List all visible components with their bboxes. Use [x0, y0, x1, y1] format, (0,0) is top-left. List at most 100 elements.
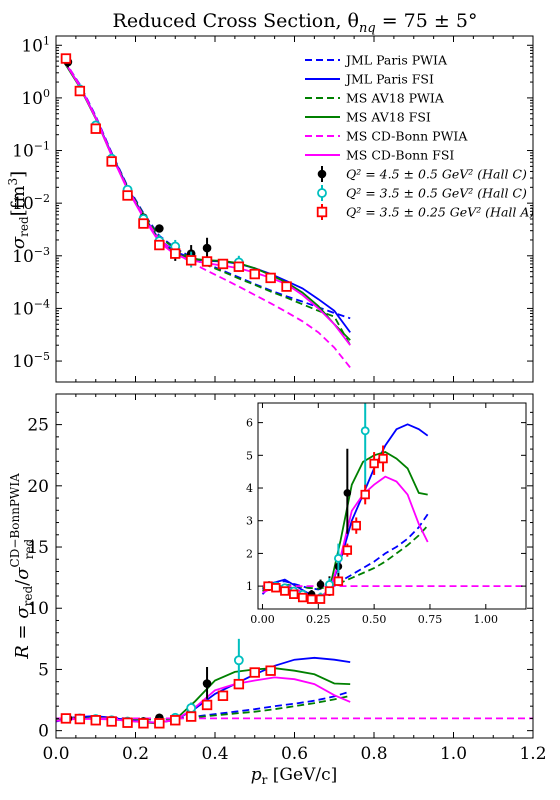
x-label-subscript: r [262, 773, 268, 787]
bottom-y-label-sub: red [21, 586, 35, 607]
inset-y-tick-label: 1 [246, 580, 253, 593]
top-y-label-subscript: red [17, 216, 31, 237]
bottom-y-label-sup: CD−BonnPWIA [8, 473, 22, 568]
data-point-marker [249, 268, 260, 280]
inset-series-line [261, 423, 429, 599]
x-tick-label: 0.6 [281, 744, 308, 764]
bottom-y-label-sigma: σ [12, 567, 33, 580]
y-tick-label: 10−2 [12, 192, 50, 214]
data-point-marker [106, 156, 117, 167]
data-point-marker [316, 206, 328, 218]
inset-x-tick-label: 0.75 [418, 613, 443, 626]
data-point-marker [217, 690, 229, 701]
legend-label: MS CD-Bonn FSI [346, 148, 454, 163]
inset-y-tick-label: 2 [246, 547, 253, 560]
y-tick-label: 10−1 [12, 140, 50, 162]
data-point-marker [154, 718, 165, 729]
x-axis-label: pr [GeV/c] [251, 765, 337, 787]
top-y-label-unit: [fm [8, 186, 29, 217]
data-point-marker [185, 255, 197, 266]
y-tick-label: 10−3 [12, 245, 50, 267]
data-point-marker [154, 239, 165, 251]
data-point-marker [155, 224, 164, 233]
bottom-y-axis-label: R = σred/σCD−BonnPWIAred [8, 473, 36, 660]
x-label-unit: [GeV/c] [267, 765, 337, 785]
inset-axes-frame [257, 402, 527, 610]
bottom-plot-area [56, 638, 533, 729]
legend-label: Q² = 4.5 ± 0.5 GeV² (Hall C) [346, 167, 527, 182]
data-point-marker [265, 665, 276, 676]
y-tick-label: 10 [27, 599, 49, 619]
x-tick-label: 0.0 [42, 744, 69, 764]
data-point-marker [217, 258, 229, 270]
data-point-marker [60, 53, 72, 64]
data-point-marker [201, 256, 213, 267]
top-series-line [63, 60, 351, 333]
data-point-marker [122, 190, 133, 201]
data-point-marker [317, 188, 327, 198]
data-point-marker [185, 711, 197, 722]
x-tick-label: 1.0 [440, 744, 467, 764]
y-tick-label-base: 10 [21, 36, 43, 56]
legend-label: JML Paris PWIA [344, 53, 448, 68]
top-y-label-unit-close: ] [8, 171, 29, 178]
y-tick-label-exponent: 0 [43, 87, 50, 100]
y-tick-label: 10−4 [12, 297, 50, 319]
inset-panel: 1 2 3 4 5 6 0.00 0.25 0.50 0.75 1.00 [246, 402, 527, 626]
data-point-marker [202, 243, 212, 253]
top-y-axis-label: σred[fm3] [6, 171, 31, 249]
data-point-marker [186, 703, 197, 713]
top-series-line [63, 59, 351, 369]
y-tick-label-exponent: −4 [34, 297, 50, 310]
inset-x-tick-label: 0.50 [362, 613, 387, 626]
bottom-series-line [56, 676, 351, 724]
data-point-marker [360, 426, 370, 436]
data-point-marker [233, 655, 244, 666]
data-point-marker [202, 679, 212, 688]
data-point-marker [249, 667, 260, 678]
data-point-marker [378, 453, 388, 464]
data-point-marker [333, 553, 343, 563]
bottom-y-label-slash: / [12, 579, 33, 586]
data-point-marker [316, 580, 325, 589]
data-point-marker [342, 545, 353, 555]
y-tick-label-base: 10 [12, 352, 34, 372]
data-point-marker [201, 699, 213, 711]
y-tick-label-base: 10 [12, 247, 34, 267]
data-point-marker [263, 581, 273, 591]
y-tick-label: 100 [21, 87, 50, 109]
data-point-marker [369, 458, 379, 469]
data-point-marker [74, 713, 86, 725]
legend-label: MS AV18 PWIA [346, 91, 445, 106]
data-point-marker [280, 586, 290, 596]
y-tick-label-exponent: −2 [34, 192, 50, 205]
data-point-marker [233, 261, 245, 272]
legend-label: MS CD-Bonn PWIA [346, 129, 468, 144]
data-point-marker [170, 248, 181, 259]
data-point-marker [351, 520, 361, 531]
inset-y-tick-label: 6 [246, 417, 253, 430]
data-point-marker [170, 715, 181, 726]
y-tick-label: 25 [27, 416, 49, 436]
legend-label: MS AV18 FSI [346, 110, 431, 125]
data-point-marker [74, 85, 86, 97]
inset-background [258, 403, 526, 609]
data-point-marker [233, 678, 245, 690]
chart-title-tail: = 75 ± 5° [376, 10, 478, 32]
y-tick-label-exponent: −3 [34, 245, 50, 258]
data-point-marker [271, 583, 281, 593]
x-tick-label: 1.2 [519, 744, 546, 764]
y-tick-label-exponent: −5 [34, 350, 50, 363]
legend-label: Q² = 3.5 ± 0.25 GeV² (Hall A) [346, 205, 534, 220]
top-plot-area [60, 53, 351, 369]
y-tick-label: 0 [38, 722, 49, 742]
data-point-marker [60, 713, 72, 724]
data-point-marker [138, 218, 149, 229]
data-point-marker [265, 272, 276, 284]
y-tick-label: 5 [38, 660, 49, 680]
inset-x-tick-label: 0.00 [250, 613, 275, 626]
y-tick-label: 10−5 [12, 350, 50, 372]
x-tick-label: 0.8 [360, 744, 387, 764]
legend-label: Q² = 3.5 ± 0.5 GeV² (Hall C) [346, 186, 527, 201]
